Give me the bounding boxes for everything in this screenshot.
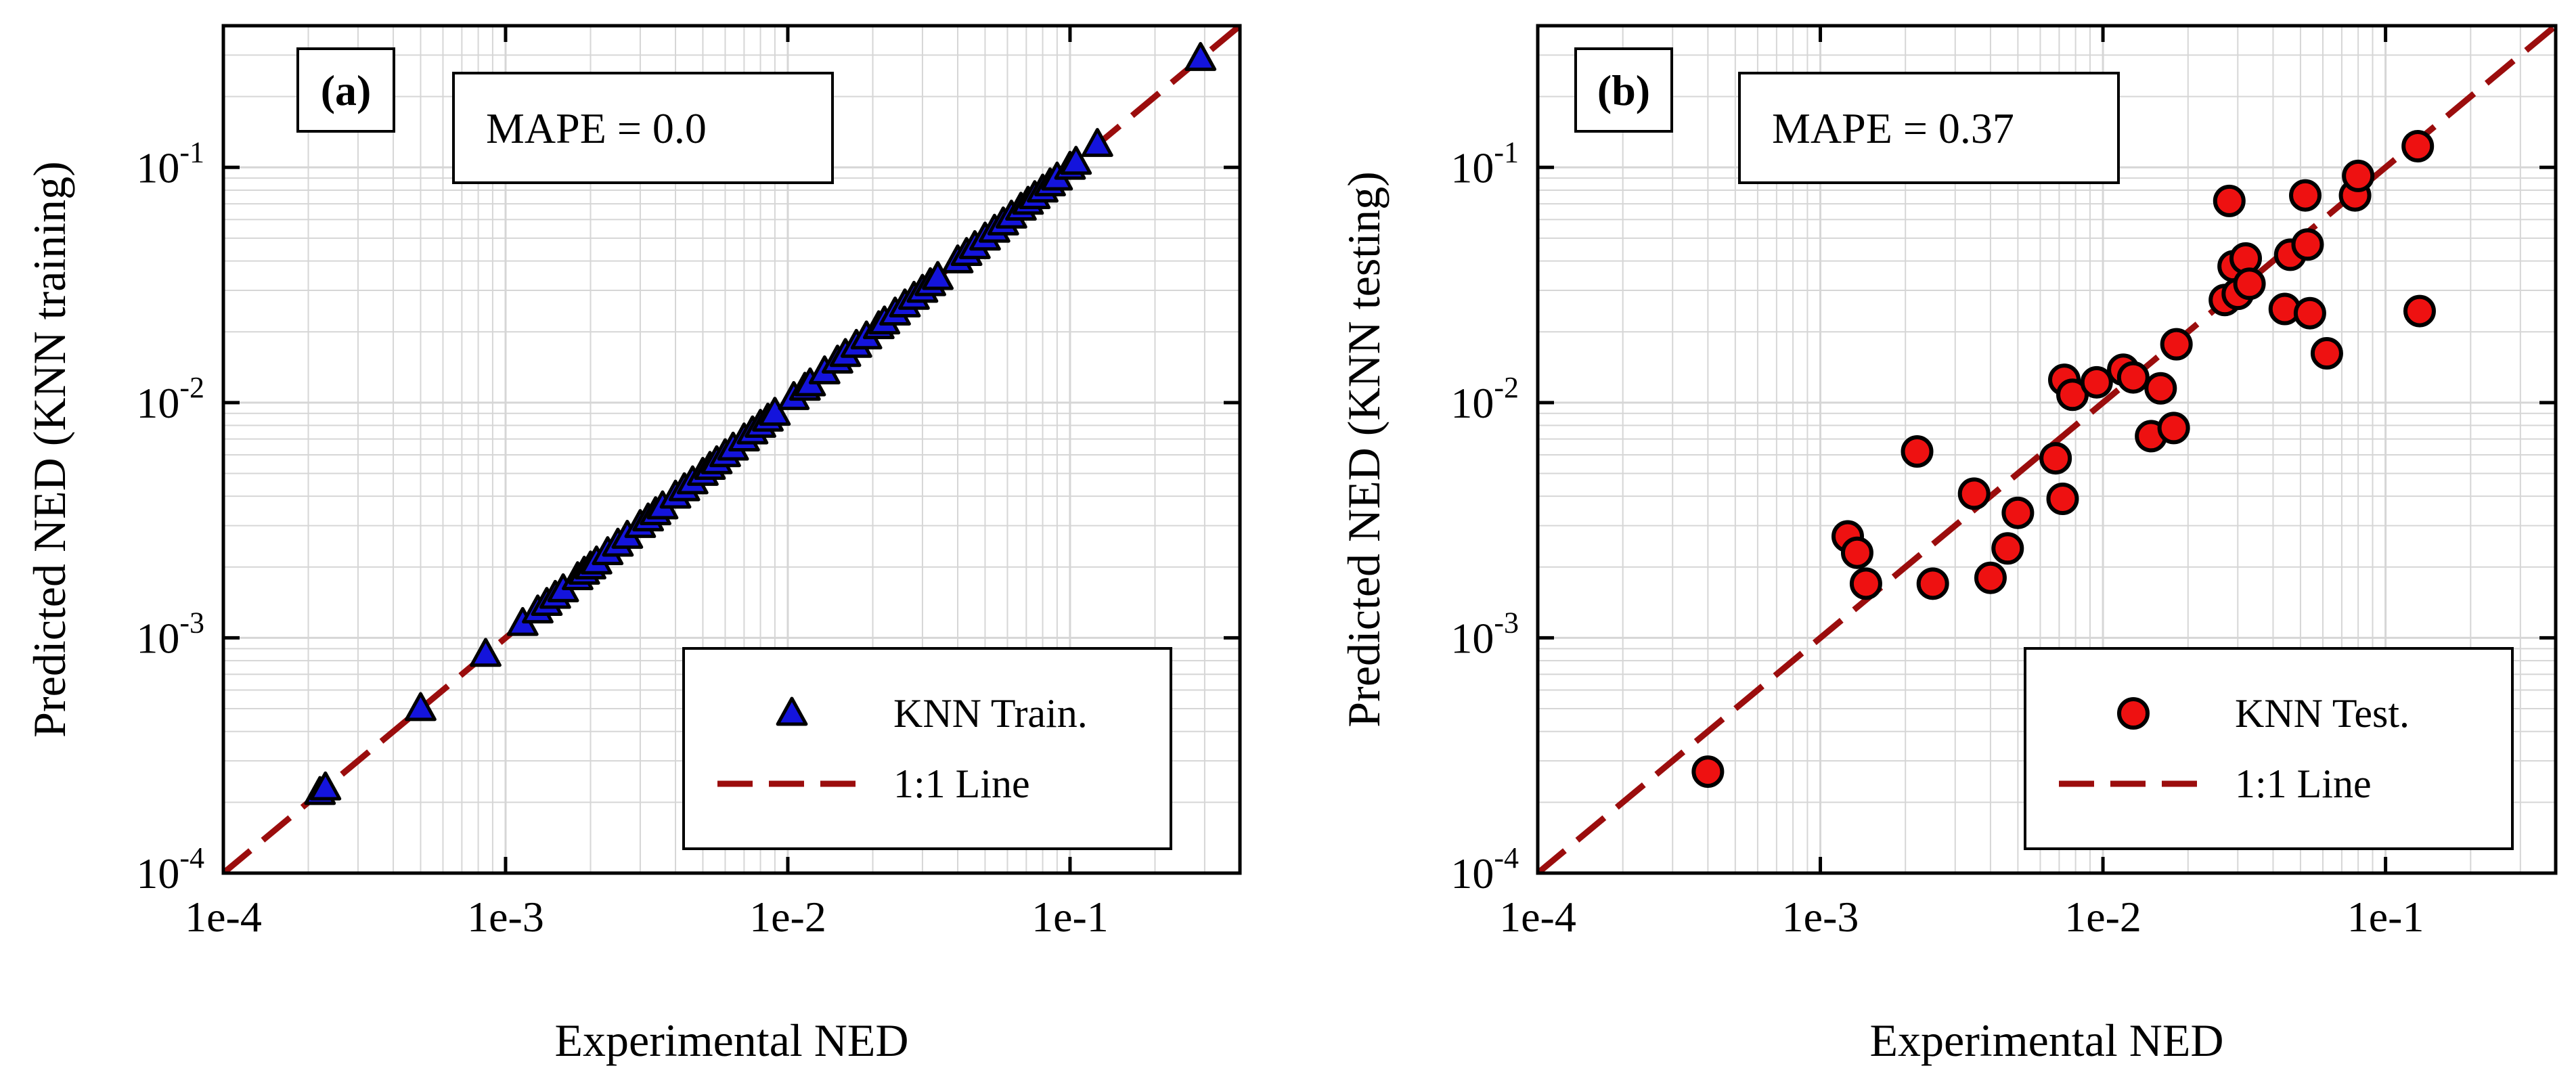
- y-tick-label: 10-4: [136, 841, 204, 897]
- y-tick-label: 10-3: [136, 606, 204, 662]
- x-tick-label: 1e-2: [2064, 893, 2141, 941]
- legend: KNN Test. 1:1 Line: [2024, 647, 2514, 850]
- y-tick-label: 10-1: [136, 135, 204, 192]
- data-point: [2310, 337, 2343, 370]
- legend-marker-triangle: [776, 696, 808, 726]
- data-point: [1957, 477, 1991, 510]
- data-point: [2001, 496, 2035, 529]
- data-point: [470, 638, 502, 667]
- data-point: [1991, 532, 2024, 565]
- y-tick-label: 10-1: [1450, 135, 1519, 192]
- data-point: [1849, 567, 1882, 600]
- data-point: [2046, 482, 2079, 515]
- mape-annotation: MAPE = 0.0: [486, 104, 707, 152]
- x-tick-label: 1e-2: [749, 893, 826, 941]
- data-point: [1840, 536, 1873, 569]
- data-point: [405, 692, 437, 722]
- mape-annotation: MAPE = 0.37: [1772, 104, 2014, 152]
- data-point: [2213, 184, 2246, 217]
- mape-box: [452, 72, 834, 184]
- data-point: [1184, 42, 1217, 71]
- legend: KNN Train. 1:1 Line: [682, 647, 1172, 850]
- one-to-one-line: [1538, 26, 2556, 873]
- data-point: [759, 397, 791, 426]
- y-tick-label: 10-2: [136, 371, 204, 427]
- data-point: [2116, 361, 2150, 394]
- y-tick-label: 10-2: [1450, 371, 1519, 427]
- x-tick-label: 1e-1: [2347, 893, 2424, 941]
- data-point: [2401, 130, 2435, 163]
- x-axis-title: Experimental NED: [1869, 1015, 2223, 1066]
- y-axis-title: Predicted NED (KNN testing): [1338, 171, 1390, 727]
- data-point: [2403, 294, 2436, 328]
- legend-marker-circle: [2117, 697, 2150, 730]
- x-tick-label: 1e-4: [185, 893, 262, 941]
- panel-a: 1e-4 1e-3 1e-2 1e-1 10-4 10-3 10-2 10-1 Experime…: [24, 24, 1242, 1066]
- data-point: [2080, 365, 2113, 399]
- panel-label-box: [296, 47, 395, 133]
- data-point: [1974, 561, 2007, 594]
- data-point: [1081, 128, 1113, 157]
- y-tick-label: 10-3: [1450, 606, 1519, 662]
- data-point: [2289, 179, 2322, 212]
- data-point: [1901, 435, 1934, 468]
- data-point: [2293, 296, 2326, 330]
- data-point: [2157, 412, 2190, 445]
- data-point: [1060, 146, 1092, 175]
- legend-label-points: KNN Test.: [2235, 691, 2410, 736]
- x-tick-label: 1e-4: [1499, 893, 1576, 941]
- x-tick-label: 1e-1: [1031, 893, 1109, 941]
- plot-frame: [221, 24, 1242, 875]
- data-point: [2160, 328, 2193, 361]
- data-point: [1916, 567, 1949, 600]
- data-point: [922, 261, 954, 290]
- panel-label-box: [1574, 47, 1673, 133]
- panel-label: (a): [321, 66, 372, 114]
- data-point: [2342, 159, 2375, 192]
- y-tick-label: 10-4: [1450, 841, 1519, 897]
- panel-b: 1e-4 1e-3 1e-2 1e-1 10-4 10-3 10-2 10-1 Experime…: [1338, 24, 2558, 1066]
- legend-box: [682, 647, 1172, 850]
- data-point: [2039, 442, 2072, 475]
- plot-frame: [1536, 24, 2558, 875]
- data-points: [1691, 130, 2436, 789]
- x-tick-label: 1e-3: [1782, 893, 1859, 941]
- legend-label-points: KNN Train.: [893, 691, 1088, 736]
- mape-box: [1738, 72, 2120, 184]
- x-axis-title: Experimental NED: [554, 1015, 908, 1066]
- legend-box: [2024, 647, 2514, 850]
- y-axis-title: Predicted NED (KNN training): [24, 161, 75, 738]
- legend-label-line: 1:1 Line: [2235, 761, 2372, 806]
- data-point: [1691, 755, 1725, 789]
- data-point: [2233, 267, 2266, 301]
- x-tick-label: 1e-3: [467, 893, 544, 941]
- data-point: [309, 771, 342, 801]
- legend-label-line: 1:1 Line: [893, 761, 1030, 806]
- panel-label: (b): [1597, 66, 1650, 114]
- data-point: [2291, 228, 2324, 261]
- data-points: [304, 42, 1217, 805]
- data-point: [2144, 372, 2177, 405]
